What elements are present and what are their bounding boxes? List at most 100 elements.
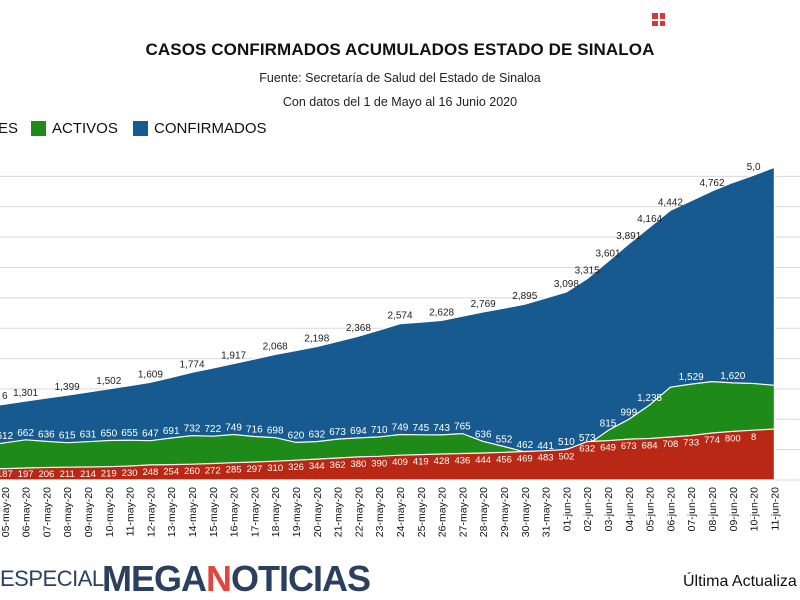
data-label-activos: 815 xyxy=(600,419,617,430)
logo-part: OTICIAS xyxy=(231,558,371,599)
data-label-activos: 722 xyxy=(204,424,221,435)
grid-cell xyxy=(652,13,658,19)
x-tick-label: 19-may-20 xyxy=(291,487,303,537)
data-label-recuperados: 254 xyxy=(163,467,179,478)
data-label-activos: 694 xyxy=(350,426,367,437)
data-label-confirmados: 1,609 xyxy=(138,369,163,380)
data-label-activos: 1,235 xyxy=(637,393,662,404)
data-label-recuperados: 444 xyxy=(475,455,491,466)
data-label-confirmados: 4,164 xyxy=(637,214,662,225)
data-label-recuperados: 230 xyxy=(122,468,138,479)
data-label-recuperados: 733 xyxy=(683,437,699,448)
grid-cell xyxy=(659,13,665,19)
data-label-activos: 743 xyxy=(433,423,450,434)
x-tick-label: 05-may-20 xyxy=(0,487,12,537)
data-label-confirmados: 1,502 xyxy=(96,376,121,387)
data-label-activos: 745 xyxy=(412,423,429,434)
data-label-recuperados: 649 xyxy=(600,443,616,454)
meganoticias-logo: MEGANOTICIAS xyxy=(102,558,371,600)
x-tick-label: 11-may-20 xyxy=(125,487,137,537)
data-label-recuperados: 197 xyxy=(18,469,34,480)
chart-title: CASOS CONFIRMADOS ACUMULADOS ESTADO DE S… xyxy=(145,40,655,59)
data-label-recuperados: 362 xyxy=(330,460,346,471)
x-tick-label: 24-may-20 xyxy=(395,487,407,537)
data-label-activos: 732 xyxy=(184,424,201,435)
data-label-recuperados: 214 xyxy=(80,469,96,480)
x-tick-label: 07-may-20 xyxy=(41,487,53,537)
legend-item-recuperados: ES xyxy=(0,120,18,137)
data-label-activos: 573 xyxy=(579,433,596,444)
x-tick-label: 28-may-20 xyxy=(478,487,490,537)
data-label-activos: 631 xyxy=(80,430,97,441)
data-label-activos: 632 xyxy=(308,430,325,441)
data-label-activos: 1,620 xyxy=(720,371,745,382)
data-label-recuperados: 800 xyxy=(725,433,741,444)
data-label-confirmados: 3,315 xyxy=(575,266,600,277)
data-label-activos: 462 xyxy=(516,440,533,451)
data-label-activos: 655 xyxy=(121,428,138,439)
data-label-activos: 620 xyxy=(288,430,305,441)
x-tick-label: 09-jun-20 xyxy=(728,487,740,532)
data-label-recuperados: 684 xyxy=(642,440,658,451)
data-label-confirmados: 1,774 xyxy=(179,359,204,370)
x-tick-label: 11-jun-20 xyxy=(769,487,781,531)
data-label-activos: 650 xyxy=(100,429,117,440)
data-label-recuperados: 380 xyxy=(350,459,366,470)
data-label-activos: 510 xyxy=(558,437,575,448)
data-label-confirmados: 1,917 xyxy=(221,351,246,362)
data-label-confirmados: 1,399 xyxy=(55,382,80,393)
x-tick-label: 25-may-20 xyxy=(416,487,428,537)
data-label-recuperados: 673 xyxy=(621,441,637,452)
data-label-recuperados: 774 xyxy=(704,435,720,446)
x-tick-label: 13-may-20 xyxy=(166,487,178,537)
data-label-recuperados: 390 xyxy=(371,458,387,469)
series-area-confirmados xyxy=(0,166,775,481)
data-label-recuperados: 409 xyxy=(392,457,408,468)
data-label-activos: 636 xyxy=(475,429,492,440)
x-tick-label: 08-may-20 xyxy=(62,487,74,537)
data-label-recuperados: 272 xyxy=(205,465,221,476)
data-label-recuperados: 206 xyxy=(38,469,54,480)
data-label-confirmados: 2,068 xyxy=(263,341,288,352)
x-tick-label: 02-jun-20 xyxy=(582,487,594,532)
chart-date-range: Con datos del 1 de Mayo al 16 Junio 2020 xyxy=(282,95,518,109)
data-label-activos: 673 xyxy=(329,427,346,438)
x-tick-label: 22-may-20 xyxy=(353,487,365,537)
x-tick-label: 23-may-20 xyxy=(374,487,386,537)
x-tick-label: 27-may-20 xyxy=(457,487,469,537)
data-label-recuperados: 428 xyxy=(434,456,450,467)
series-area-recuperados xyxy=(0,428,775,481)
data-label-recuperados: 260 xyxy=(184,466,200,477)
chart-subtitle: Fuente: Secretaría de Salud del Estado d… xyxy=(259,71,541,85)
grid-cell xyxy=(659,20,665,26)
data-label-recuperados: 708 xyxy=(662,439,678,450)
data-label-recuperados: 285 xyxy=(226,465,242,476)
grid-icon[interactable] xyxy=(651,12,666,27)
data-label-recuperados: 456 xyxy=(496,454,512,465)
data-label-confirmados: 6 xyxy=(2,391,8,402)
data-label-recuperados: 436 xyxy=(454,456,470,467)
data-label-confirmados: 3,601 xyxy=(595,248,620,259)
data-label-recuperados: 326 xyxy=(288,462,304,473)
data-label-confirmados: 2,574 xyxy=(387,311,412,322)
x-tick-label: 10-jun-20 xyxy=(749,487,761,532)
data-label-recuperados: 211 xyxy=(60,469,75,480)
x-tick-label: 08-jun-20 xyxy=(707,487,719,532)
data-label-activos: 749 xyxy=(225,423,242,434)
data-label-recuperados: 483 xyxy=(538,453,554,464)
data-label-recuperados: 187 xyxy=(0,469,13,480)
data-label-recuperados: 248 xyxy=(142,467,158,478)
legend-item-activos: ACTIVOS xyxy=(31,120,118,137)
data-label-recuperados: 344 xyxy=(309,461,325,472)
x-tick-label: 06-may-20 xyxy=(21,487,33,537)
data-label-activos: 749 xyxy=(392,423,409,434)
x-tick-label: 10-may-20 xyxy=(104,487,116,537)
logo-accent: N xyxy=(206,558,232,599)
x-tick-label: 04-jun-20 xyxy=(624,487,636,532)
data-label-activos: 647 xyxy=(142,429,159,440)
x-tick-label: 03-jun-20 xyxy=(603,487,615,532)
data-label-confirmados: 2,769 xyxy=(471,299,496,310)
data-label-activos: 999 xyxy=(620,407,637,418)
x-tick-label: 29-may-20 xyxy=(499,487,511,537)
x-tick-label: 14-may-20 xyxy=(187,487,199,537)
